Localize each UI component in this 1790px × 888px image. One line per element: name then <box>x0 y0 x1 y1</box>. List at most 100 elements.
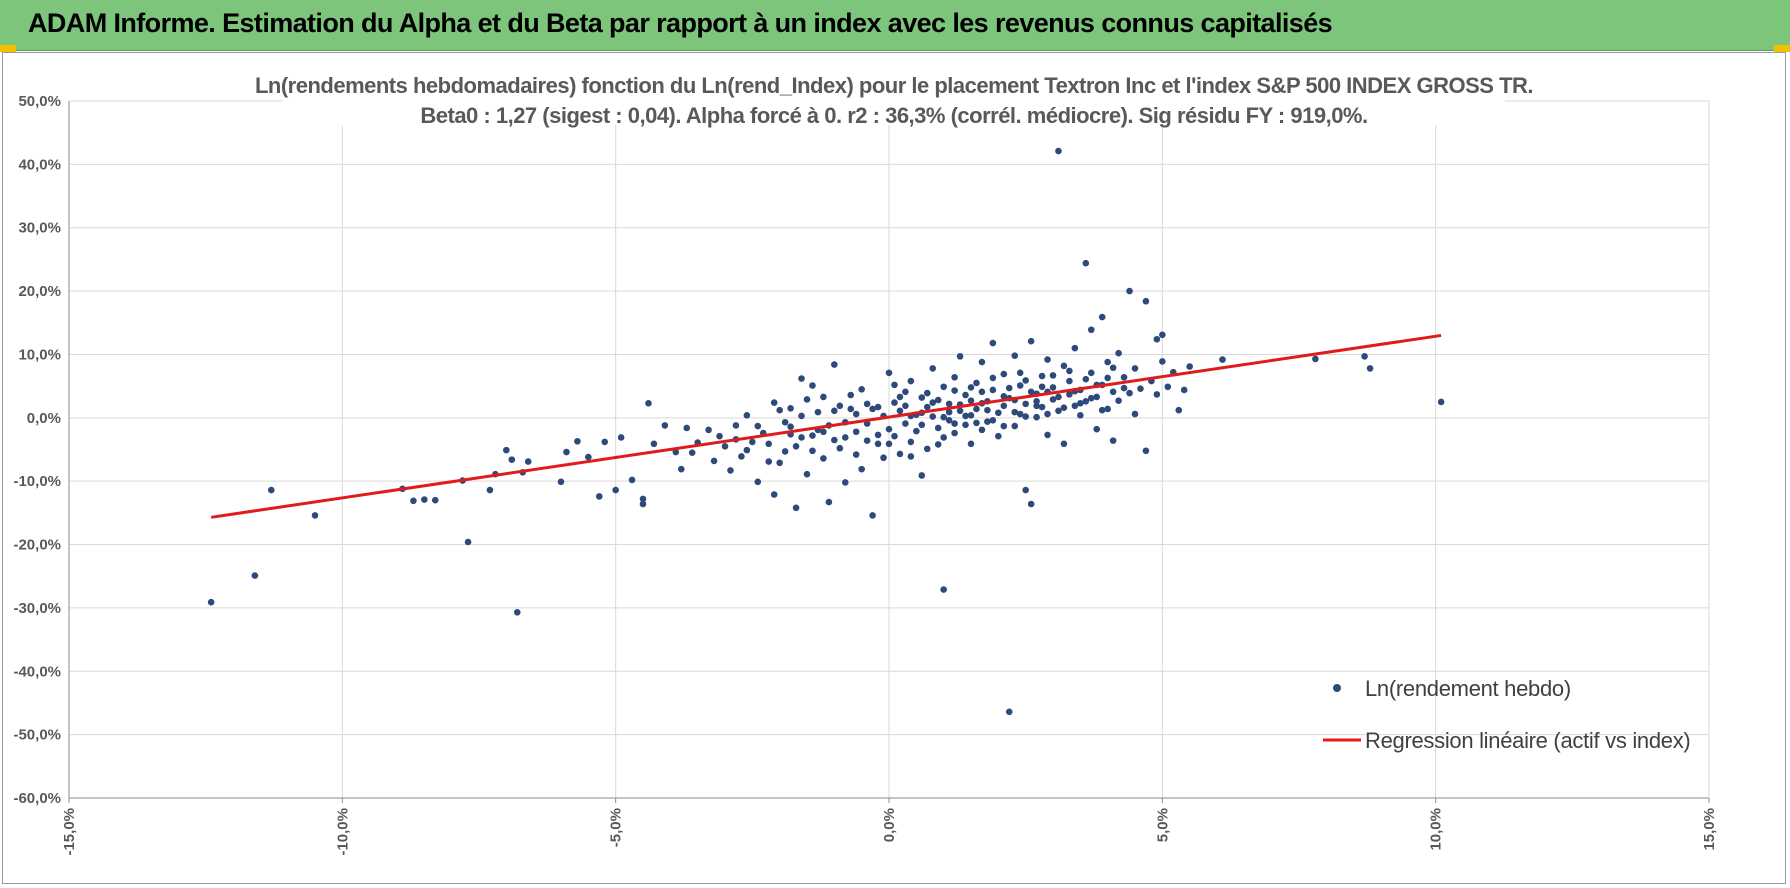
data-point <box>639 495 647 503</box>
data-point <box>1055 147 1062 155</box>
data-point <box>967 384 975 391</box>
data-point <box>787 423 794 430</box>
data-point <box>1033 413 1040 421</box>
data-point <box>967 397 975 405</box>
y-tick-label: -30,0% <box>13 600 61 617</box>
data-point <box>841 434 849 441</box>
data-point <box>776 459 783 467</box>
data-point <box>1022 486 1029 494</box>
data-point <box>787 405 794 412</box>
data-point <box>945 417 953 424</box>
data-point <box>770 399 778 406</box>
data-point <box>896 407 904 415</box>
data-point <box>1120 384 1128 392</box>
data-point <box>1175 406 1183 414</box>
data-point <box>1077 411 1084 419</box>
data-point <box>847 391 855 399</box>
data-point <box>852 451 860 458</box>
x-tick-label: -5,0% <box>608 808 625 847</box>
y-tick-label: -50,0% <box>13 727 61 744</box>
data-point <box>874 440 882 448</box>
data-point <box>934 396 942 404</box>
data-point <box>962 421 969 429</box>
x-tick-label: 15,0% <box>1701 808 1718 851</box>
data-point <box>995 432 1002 440</box>
y-tick-label: 30,0% <box>18 220 61 237</box>
data-point <box>918 394 926 401</box>
data-point <box>923 403 931 411</box>
data-point <box>836 402 844 410</box>
data-point <box>1159 331 1166 339</box>
data-point <box>1060 404 1068 411</box>
data-point <box>1087 326 1095 334</box>
data-point <box>770 491 778 498</box>
data-point <box>798 375 805 382</box>
data-point <box>885 369 893 377</box>
data-point <box>831 407 838 415</box>
data-point <box>978 388 986 396</box>
data-point <box>1109 388 1117 396</box>
data-point <box>1082 259 1090 267</box>
data-point <box>1038 372 1046 380</box>
data-point <box>628 476 636 484</box>
data-point <box>486 486 494 494</box>
data-point <box>814 408 822 416</box>
data-point <box>940 434 947 441</box>
data-point <box>1038 383 1046 391</box>
chart-title-background <box>283 67 1505 125</box>
data-point <box>1016 382 1024 389</box>
data-point <box>683 424 691 432</box>
y-tick-label: -60,0% <box>13 790 61 807</box>
data-point <box>907 438 915 446</box>
data-point <box>781 448 789 455</box>
data-point <box>809 382 816 389</box>
data-point <box>743 446 751 454</box>
data-point <box>721 443 729 450</box>
data-point <box>973 405 980 413</box>
data-point <box>907 453 915 460</box>
data-point <box>951 420 958 427</box>
data-point <box>1027 500 1035 508</box>
data-point <box>1120 373 1128 381</box>
data-point <box>1087 394 1095 402</box>
x-tick-label: 10,0% <box>1428 808 1445 851</box>
data-point <box>803 396 811 403</box>
data-point <box>798 434 805 441</box>
axes <box>68 101 1710 803</box>
data-point <box>251 572 259 579</box>
data-point <box>929 399 937 406</box>
data-point <box>1000 422 1008 430</box>
data-point <box>645 399 652 407</box>
data-point <box>1109 364 1117 372</box>
data-point <box>1011 408 1019 416</box>
data-point <box>940 586 947 593</box>
data-point <box>1087 369 1095 377</box>
data-point <box>1071 402 1079 410</box>
data-point <box>1011 352 1019 360</box>
data-point <box>1153 335 1161 343</box>
data-point <box>798 412 805 420</box>
legend-scatter-marker <box>1333 684 1341 692</box>
scatter-points <box>207 147 1445 716</box>
data-point <box>1366 365 1374 372</box>
data-point <box>1000 402 1008 410</box>
data-point <box>1044 410 1051 418</box>
x-tick-label: -15,0% <box>61 808 78 856</box>
data-point <box>716 432 723 440</box>
data-point <box>940 413 947 421</box>
data-point <box>431 496 439 504</box>
data-point <box>1312 355 1319 363</box>
data-point <box>902 388 909 396</box>
chart-subtitle: Beta0 : 1,27 (sigest : 0,04). Alpha forc… <box>420 103 1367 128</box>
data-point <box>410 497 417 505</box>
data-point <box>831 436 838 444</box>
data-point <box>595 493 603 500</box>
data-point <box>852 410 860 418</box>
data-point <box>863 400 871 408</box>
data-point <box>1022 413 1029 420</box>
data-point <box>705 426 712 434</box>
data-point <box>951 429 958 437</box>
regression-line-layer <box>210 333 1442 519</box>
data-point <box>1022 377 1029 384</box>
data-point <box>1104 405 1111 413</box>
